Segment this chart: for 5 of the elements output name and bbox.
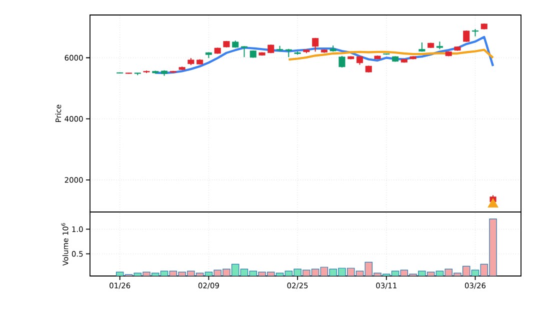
candlestick [463, 30, 470, 42]
candlestick [240, 46, 248, 58]
line-series [288, 48, 494, 61]
candlestick [312, 37, 319, 52]
candlestick [338, 55, 346, 68]
